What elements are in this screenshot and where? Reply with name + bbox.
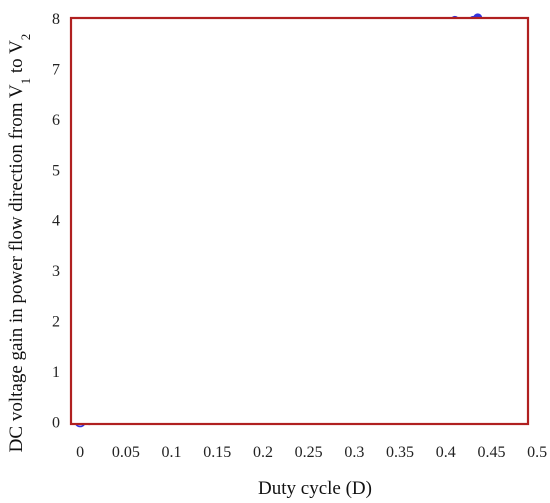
x-tick-label: 0.25	[295, 444, 323, 461]
axis-layer: 0 0.05 0.1 0.15 0.2 0.25 0.3 0.35 0.4 0.45 0.5 0 1 2 3…	[52, 11, 547, 461]
x-tick-label: 0.05	[112, 444, 140, 461]
x-tick-label: 0.15	[203, 444, 231, 461]
y-axis-title-sub1: 1	[18, 78, 33, 85]
x-tick-label: 0.1	[162, 444, 182, 461]
x-tick-label: 0.2	[253, 444, 273, 461]
y-tick-label: 5	[52, 162, 60, 179]
x-tick-label: 0.35	[386, 444, 414, 461]
x-axis-title: Duty cycle (D)	[258, 478, 372, 499]
y-tick-label: 6	[52, 112, 60, 129]
y-axis-title-main: DC voltage gain in power flow direction …	[6, 84, 27, 452]
y-tick-label: 0	[52, 414, 60, 431]
y-tick-label: 2	[52, 314, 60, 331]
x-tick-label: 0.3	[344, 444, 364, 461]
y-tick-label: 4	[52, 213, 60, 230]
y-tick-label: 7	[52, 61, 60, 78]
y-axis-title: DC voltage gain in power flow direction …	[6, 34, 33, 453]
y-tick-label: 3	[52, 263, 60, 280]
x-tick-label: 0.45	[477, 444, 505, 461]
x-tick-label: 0.5	[527, 444, 547, 461]
x-tick-label: 0	[76, 444, 84, 461]
y-axis-title-mid: to V	[6, 40, 27, 78]
x-tick-label: 0.4	[436, 444, 456, 461]
y-axis-title-sub2: 2	[18, 34, 33, 41]
y-tick-label: 8	[52, 11, 60, 28]
y-tick-label: 1	[52, 364, 60, 381]
plot-frame	[69, 16, 530, 426]
